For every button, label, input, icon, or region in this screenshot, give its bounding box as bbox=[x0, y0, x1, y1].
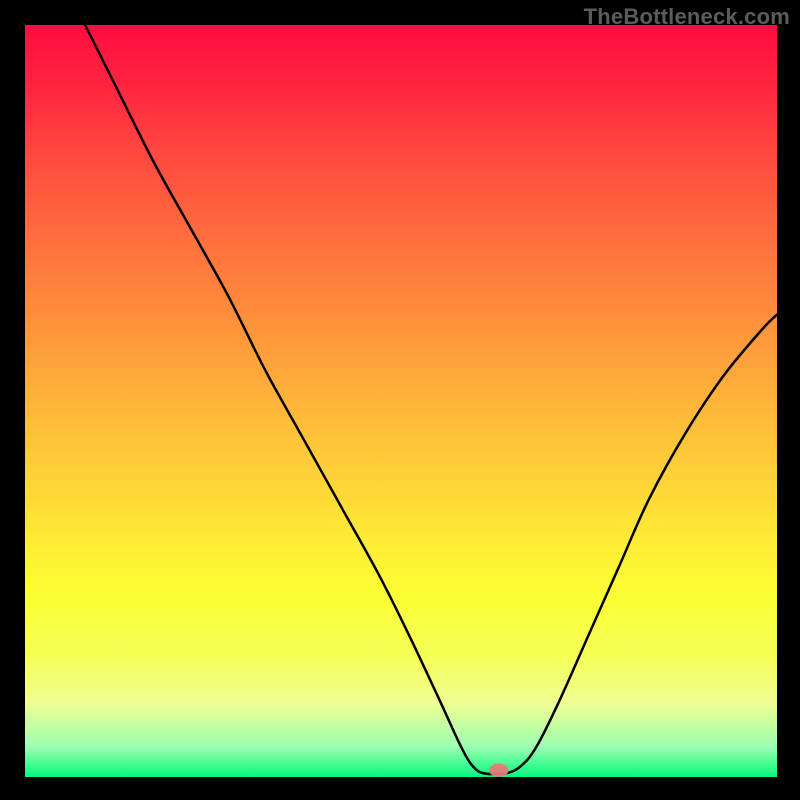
plot-area bbox=[25, 25, 777, 777]
optimal-marker bbox=[489, 763, 509, 777]
bottleneck-chart bbox=[0, 0, 800, 800]
watermark-text: TheBottleneck.com bbox=[584, 4, 790, 30]
